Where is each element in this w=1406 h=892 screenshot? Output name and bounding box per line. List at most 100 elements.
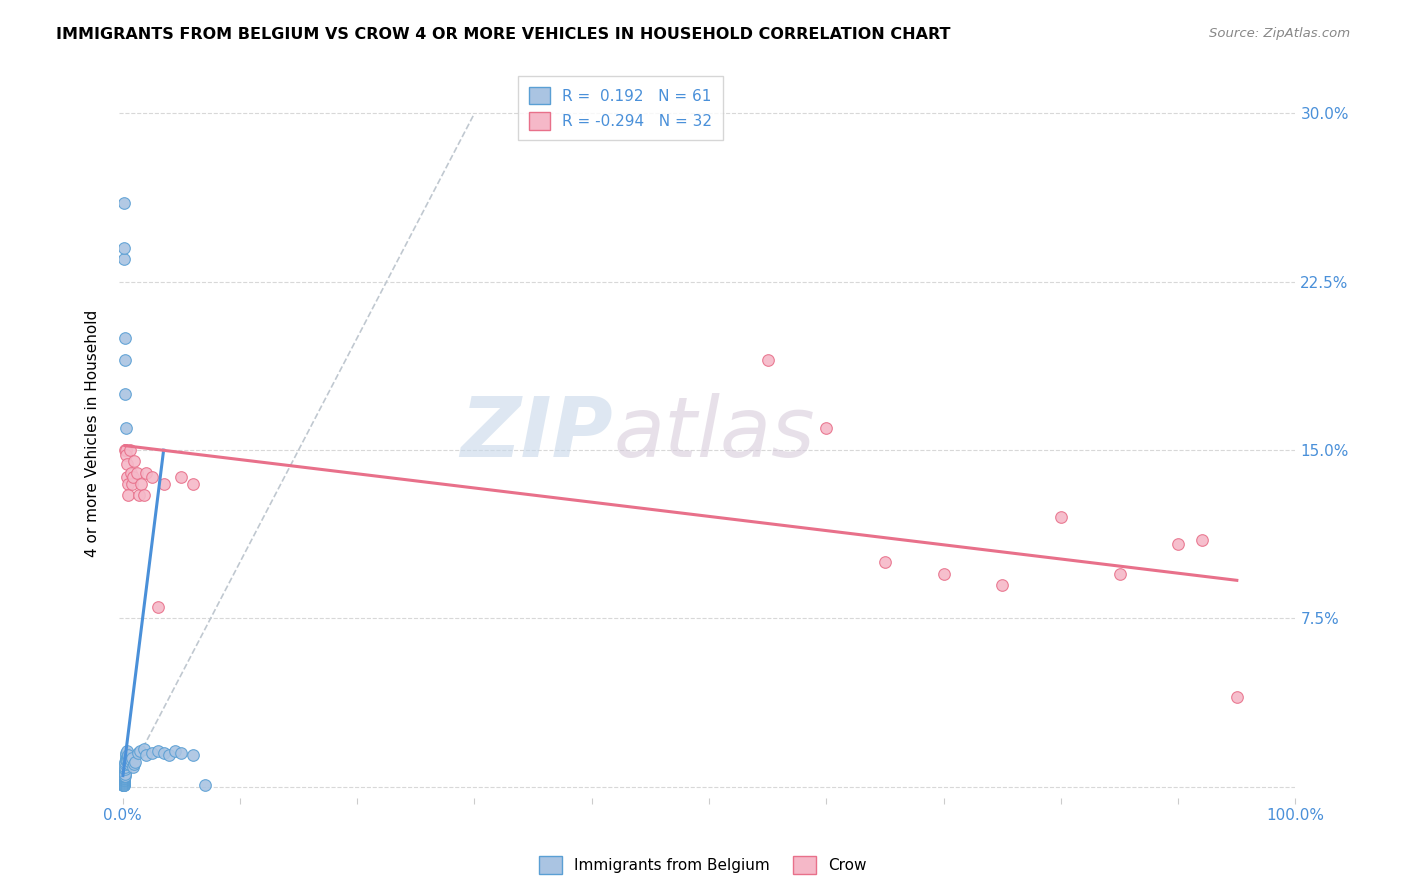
Point — [112, 777, 135, 791]
Point — [112, 775, 135, 789]
Point — [114, 762, 136, 776]
Point — [115, 746, 138, 760]
Point — [124, 454, 146, 468]
Point — [112, 769, 135, 783]
Point — [121, 476, 143, 491]
Point — [112, 778, 135, 792]
Point — [873, 555, 896, 569]
Point — [122, 759, 145, 773]
Point — [114, 759, 136, 773]
Text: Source: ZipAtlas.com: Source: ZipAtlas.com — [1209, 27, 1350, 40]
Point — [1050, 510, 1073, 524]
Point — [194, 778, 217, 792]
Point — [115, 744, 138, 758]
Point — [112, 769, 135, 783]
Point — [112, 773, 135, 788]
Point — [124, 757, 146, 772]
Point — [112, 196, 135, 211]
Point — [112, 771, 135, 785]
Point — [112, 770, 135, 784]
Point — [181, 476, 204, 491]
Point — [112, 252, 135, 267]
Point — [112, 775, 135, 789]
Point — [114, 766, 136, 780]
Point — [118, 443, 141, 458]
Point — [159, 748, 181, 763]
Point — [112, 776, 135, 790]
Point — [141, 746, 163, 760]
Point — [117, 753, 139, 767]
Point — [117, 748, 139, 763]
Point — [991, 578, 1014, 592]
Point — [120, 753, 142, 767]
Point — [114, 766, 136, 780]
Point — [127, 746, 149, 760]
Point — [112, 774, 135, 789]
Legend: Immigrants from Belgium, Crow: Immigrants from Belgium, Crow — [533, 850, 873, 880]
Point — [114, 443, 136, 458]
Point — [114, 765, 136, 780]
Point — [112, 767, 135, 781]
Point — [181, 748, 204, 763]
Point — [170, 470, 193, 484]
Point — [118, 755, 141, 769]
Point — [128, 488, 150, 502]
Point — [112, 771, 135, 785]
Point — [152, 746, 174, 760]
Point — [117, 488, 139, 502]
Point — [112, 776, 135, 790]
Point — [146, 744, 169, 758]
Point — [111, 778, 134, 792]
Point — [114, 753, 136, 767]
Point — [114, 767, 136, 781]
Point — [121, 750, 143, 764]
Point — [120, 466, 142, 480]
Point — [114, 443, 136, 458]
Text: atlas: atlas — [613, 392, 814, 474]
Point — [112, 778, 135, 792]
Point — [132, 741, 155, 756]
Point — [1167, 537, 1189, 551]
Point — [114, 331, 136, 345]
Y-axis label: 4 or more Vehicles in Household: 4 or more Vehicles in Household — [86, 310, 100, 557]
Point — [112, 778, 135, 792]
Point — [118, 757, 141, 772]
Point — [112, 778, 135, 792]
Point — [117, 750, 139, 764]
Point — [115, 448, 138, 462]
Point — [114, 387, 136, 401]
Point — [165, 744, 187, 758]
Point — [112, 773, 135, 788]
Point — [152, 476, 174, 491]
Point — [1226, 690, 1249, 704]
Point — [115, 748, 138, 763]
Point — [132, 488, 155, 502]
Point — [112, 776, 135, 790]
Legend: R =  0.192   N = 61, R = -0.294   N = 32: R = 0.192 N = 61, R = -0.294 N = 32 — [519, 76, 723, 140]
Point — [115, 457, 138, 471]
Point — [112, 778, 135, 792]
Point — [124, 755, 146, 769]
Point — [117, 476, 139, 491]
Point — [131, 476, 153, 491]
Point — [117, 470, 139, 484]
Point — [135, 466, 157, 480]
Point — [114, 750, 136, 764]
Point — [170, 746, 193, 760]
Point — [756, 353, 779, 368]
Point — [114, 755, 136, 769]
Point — [112, 241, 135, 255]
Point — [146, 600, 169, 615]
Point — [815, 420, 838, 434]
Point — [141, 470, 163, 484]
Point — [115, 753, 138, 767]
Point — [115, 750, 138, 764]
Point — [932, 566, 955, 581]
Point — [1191, 533, 1213, 547]
Point — [129, 744, 152, 758]
Point — [122, 470, 145, 484]
Point — [1108, 566, 1130, 581]
Point — [135, 748, 157, 763]
Point — [125, 466, 148, 480]
Point — [114, 353, 136, 368]
